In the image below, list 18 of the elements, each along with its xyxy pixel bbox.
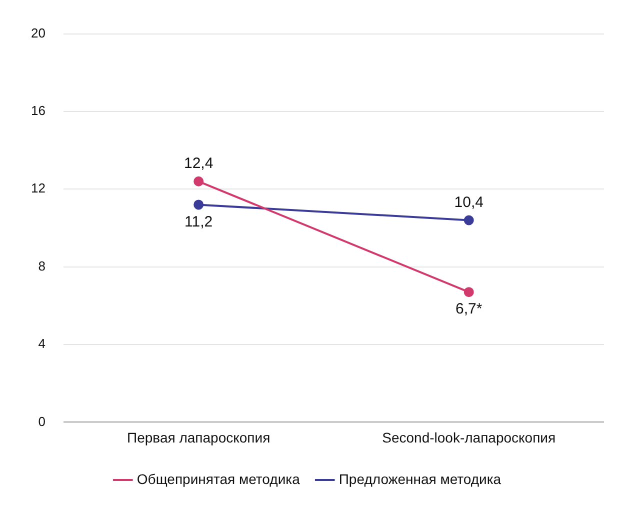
y-tick-label: 20 <box>30 25 46 40</box>
y-tick-label: 12 <box>30 180 46 196</box>
y-tick-label: 4 <box>38 336 46 352</box>
y-tick-label: 0 <box>38 414 46 429</box>
data-label: 10,4 <box>454 194 484 211</box>
y-tick-label: 8 <box>38 258 46 274</box>
point <box>194 176 204 186</box>
point <box>464 287 474 298</box>
data-label: 12,4 <box>184 155 214 172</box>
x-tick-label: Second-look-лапароскопия <box>382 429 556 446</box>
y-tick-label: 16 <box>30 103 46 118</box>
point <box>194 200 204 210</box>
data-label: 6,7* <box>456 300 482 318</box>
legend-label: Предложенная методика <box>338 470 502 487</box>
point <box>464 215 474 226</box>
legend-label: Общепринятая методика <box>136 470 300 487</box>
x-tick-label: Первая лапароскопия <box>127 429 270 446</box>
data-label: 11,2 <box>184 213 213 230</box>
